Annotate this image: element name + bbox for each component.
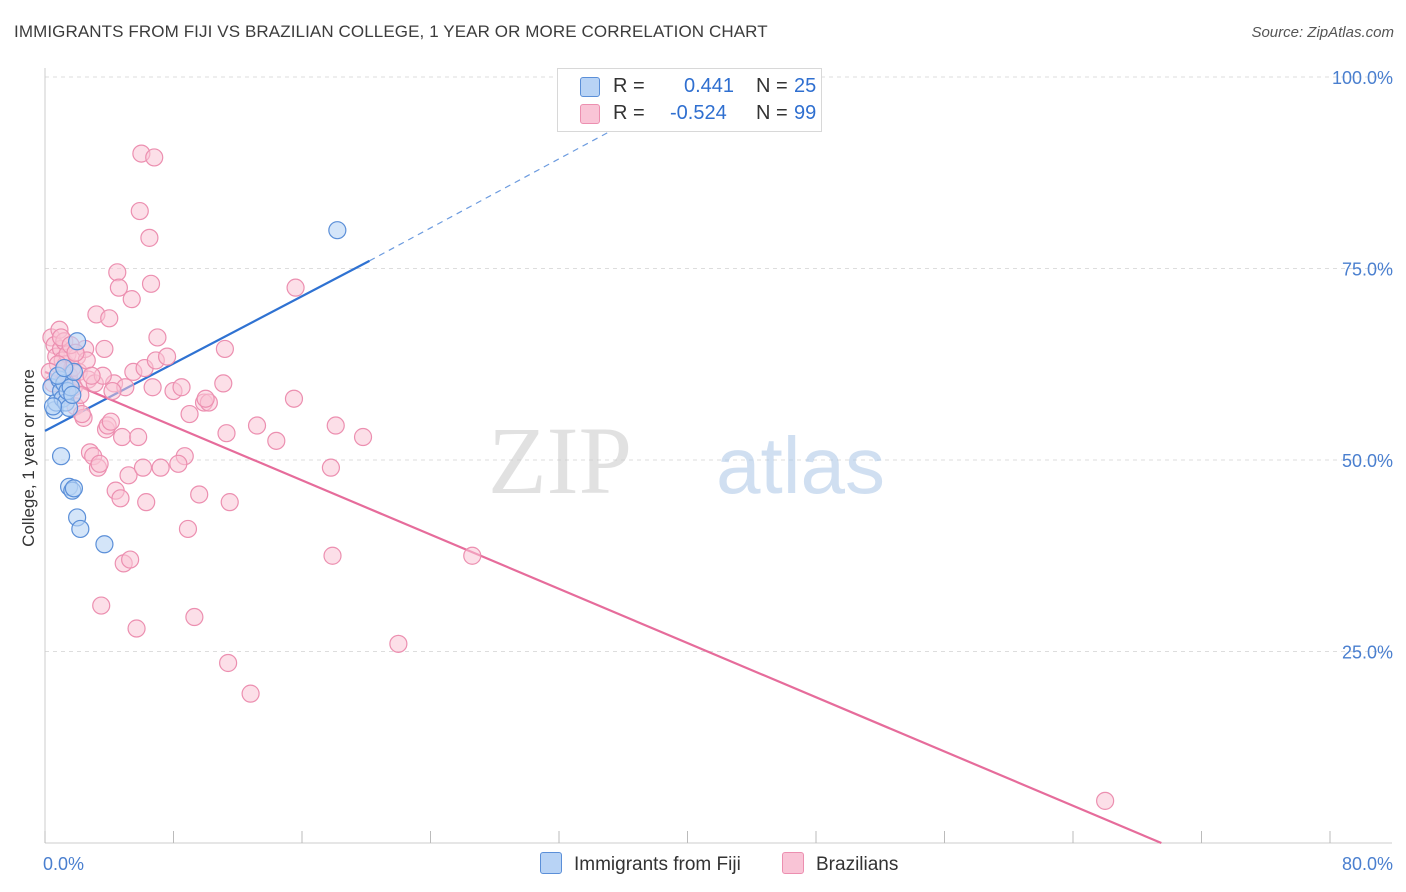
brazil-point bbox=[101, 412, 120, 431]
trend-lines bbox=[44, 112, 1162, 845]
brazil-point bbox=[145, 148, 164, 167]
brazil-point bbox=[326, 416, 345, 435]
brazil-point bbox=[185, 607, 204, 627]
fiji-r-label: R = bbox=[613, 75, 645, 97]
y-tick-label: 50.0% bbox=[1342, 451, 1393, 471]
y-tick-label: 75.0% bbox=[1342, 260, 1393, 280]
brazil-point bbox=[140, 228, 159, 247]
correlation-legend: R = 0.441 N = 25 R = -0.524 N = 99 bbox=[557, 68, 822, 132]
brazil-point bbox=[90, 454, 109, 473]
fiji-point bbox=[64, 479, 84, 498]
x-tick-label: 0.0% bbox=[43, 854, 84, 874]
y-axis-label: College, 1 year or more bbox=[19, 369, 38, 547]
fiji-point bbox=[95, 535, 114, 554]
bottom-legend-brazil: Brazilians bbox=[782, 852, 898, 876]
brazil-trend-line bbox=[44, 370, 1162, 845]
brazil-legend-label: Brazilians bbox=[816, 854, 899, 875]
fiji-point bbox=[71, 519, 90, 539]
brazil-point bbox=[109, 278, 128, 297]
fiji-legend-label: Immigrants from Fiji bbox=[574, 854, 741, 875]
brazil-point bbox=[389, 634, 408, 653]
brazil-point bbox=[92, 596, 111, 615]
brazil-point bbox=[133, 458, 153, 477]
watermark: ZIP atlas bbox=[488, 407, 885, 514]
fiji-point bbox=[328, 221, 347, 240]
brazil-point bbox=[130, 201, 149, 221]
brazil-point bbox=[180, 404, 199, 424]
brazil-point bbox=[241, 684, 260, 703]
brazil-point bbox=[143, 378, 162, 397]
watermark-zip: ZIP bbox=[488, 407, 632, 514]
fiji-points bbox=[42, 221, 347, 554]
brazil-point bbox=[119, 466, 138, 485]
fiji-legend-swatch bbox=[540, 852, 562, 874]
brazil-point bbox=[148, 328, 167, 347]
fiji-n-value: 25 bbox=[794, 75, 817, 97]
fiji-point bbox=[63, 385, 82, 404]
bottom-legend-fiji: Immigrants from Fiji bbox=[540, 852, 741, 876]
brazil-point bbox=[190, 485, 209, 504]
brazil-point bbox=[111, 489, 130, 508]
fiji-point bbox=[68, 332, 87, 351]
brazil-point bbox=[121, 550, 140, 569]
brazil-n-value: 99 bbox=[794, 102, 817, 124]
fiji-r-value: 0.441 bbox=[684, 75, 735, 97]
fiji-point bbox=[43, 397, 63, 416]
fiji-trend-line bbox=[44, 259, 370, 432]
brazil-point bbox=[95, 339, 114, 359]
tick-labels: 25.0% 50.0% 75.0% 100.0% 0.0% 80.0% bbox=[43, 68, 1393, 874]
brazil-legend-swatch bbox=[782, 852, 804, 874]
brazil-point bbox=[122, 290, 141, 309]
y-tick-label: 100.0% bbox=[1332, 68, 1393, 88]
brazil-point bbox=[141, 274, 161, 293]
brazil-point bbox=[463, 546, 482, 565]
brazil-point bbox=[100, 309, 119, 328]
brazil-point bbox=[112, 427, 132, 447]
fiji-point bbox=[51, 447, 71, 466]
brazil-point bbox=[220, 493, 239, 512]
brazil-swatch bbox=[580, 104, 600, 124]
brazil-point bbox=[214, 374, 233, 393]
gridlines bbox=[45, 76, 1392, 652]
brazil-point bbox=[196, 389, 215, 408]
brazil-point bbox=[321, 458, 341, 477]
brazil-point bbox=[215, 339, 234, 359]
brazil-point bbox=[151, 458, 170, 477]
brazil-point bbox=[137, 493, 156, 512]
y-tick-label: 25.0% bbox=[1342, 643, 1393, 663]
brazil-n-label: N = bbox=[756, 102, 788, 124]
axes bbox=[44, 68, 1392, 844]
watermark-atlas: atlas bbox=[716, 421, 885, 510]
fiji-point bbox=[55, 358, 74, 378]
brazil-point bbox=[157, 347, 177, 366]
brazil-point bbox=[353, 427, 373, 447]
brazil-r-value: -0.524 bbox=[670, 102, 727, 124]
brazil-point bbox=[219, 653, 238, 673]
brazil-point bbox=[108, 263, 127, 282]
brazil-point bbox=[172, 378, 191, 397]
x-tick-label: 80.0% bbox=[1342, 854, 1393, 874]
brazil-point bbox=[129, 427, 148, 447]
brazil-r-label: R = bbox=[613, 102, 645, 124]
brazil-point bbox=[1096, 791, 1115, 810]
brazil-point bbox=[286, 278, 305, 297]
fiji-swatch bbox=[580, 77, 600, 97]
brazil-point bbox=[267, 431, 286, 450]
brazil-point bbox=[127, 619, 146, 638]
brazil-point bbox=[178, 519, 198, 539]
brazil-point bbox=[217, 424, 236, 443]
fiji-n-label: N = bbox=[756, 75, 788, 97]
brazil-point bbox=[284, 389, 304, 408]
brazil-point bbox=[247, 416, 267, 435]
fiji-trend-extension bbox=[369, 112, 645, 262]
source-credit: Source: ZipAtlas.com bbox=[1251, 24, 1394, 41]
brazil-point bbox=[103, 381, 122, 401]
brazil-point bbox=[169, 454, 188, 473]
brazil-point bbox=[323, 546, 342, 565]
brazil-point bbox=[82, 366, 101, 385]
chart-title: IMMIGRANTS FROM FIJI VS BRAZILIAN COLLEG… bbox=[14, 22, 768, 41]
